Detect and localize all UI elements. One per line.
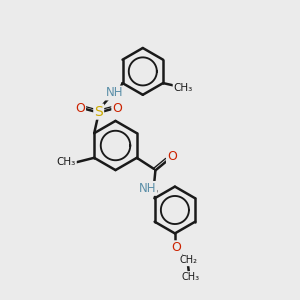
Text: CH₃: CH₃ <box>57 157 76 167</box>
Text: S: S <box>94 105 103 118</box>
Text: CH₃: CH₃ <box>181 272 199 282</box>
Text: O: O <box>75 102 85 115</box>
Text: O: O <box>172 241 181 254</box>
Text: CH₃: CH₃ <box>173 82 193 93</box>
Text: NH: NH <box>106 86 123 100</box>
Text: O: O <box>167 150 177 164</box>
Text: CH₂: CH₂ <box>180 255 198 266</box>
Text: O: O <box>112 102 122 115</box>
Text: NH: NH <box>139 182 156 195</box>
